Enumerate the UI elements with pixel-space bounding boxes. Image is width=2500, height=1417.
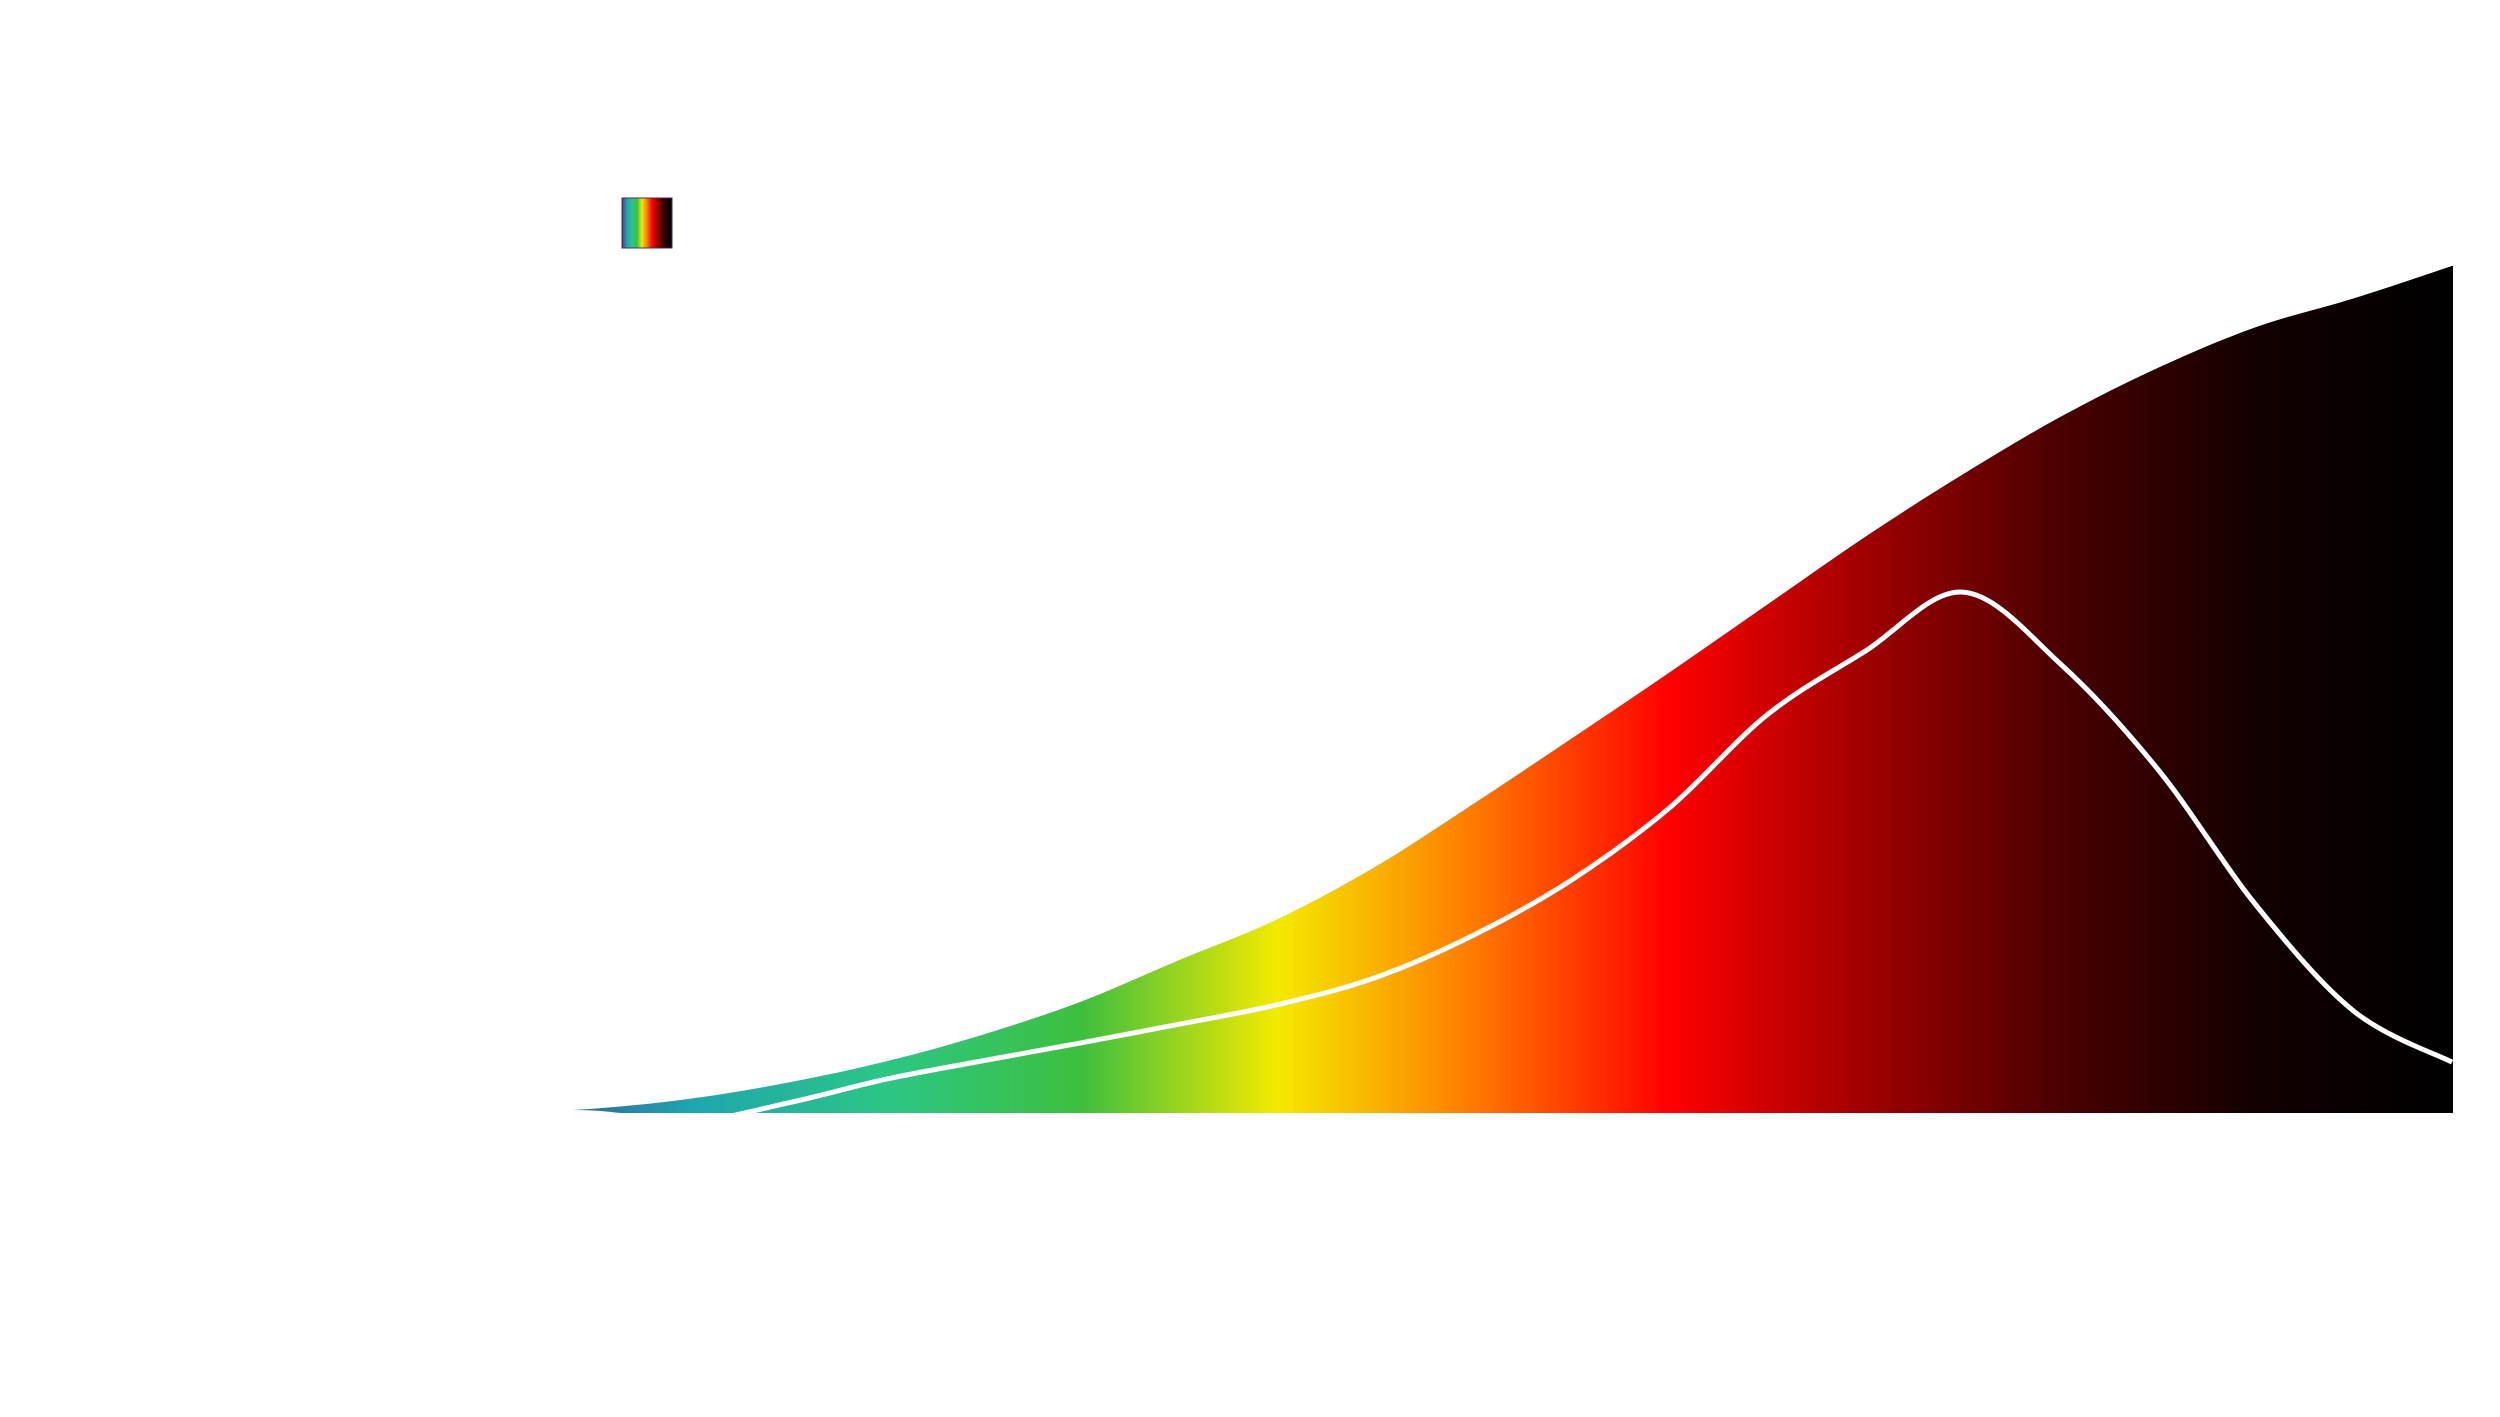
plot-area bbox=[494, 266, 2454, 1125]
legend-swatch bbox=[621, 197, 673, 249]
spectrum-area-series bbox=[495, 266, 2452, 1113]
overlay-line-series bbox=[494, 589, 2454, 1125]
legend bbox=[621, 197, 673, 249]
